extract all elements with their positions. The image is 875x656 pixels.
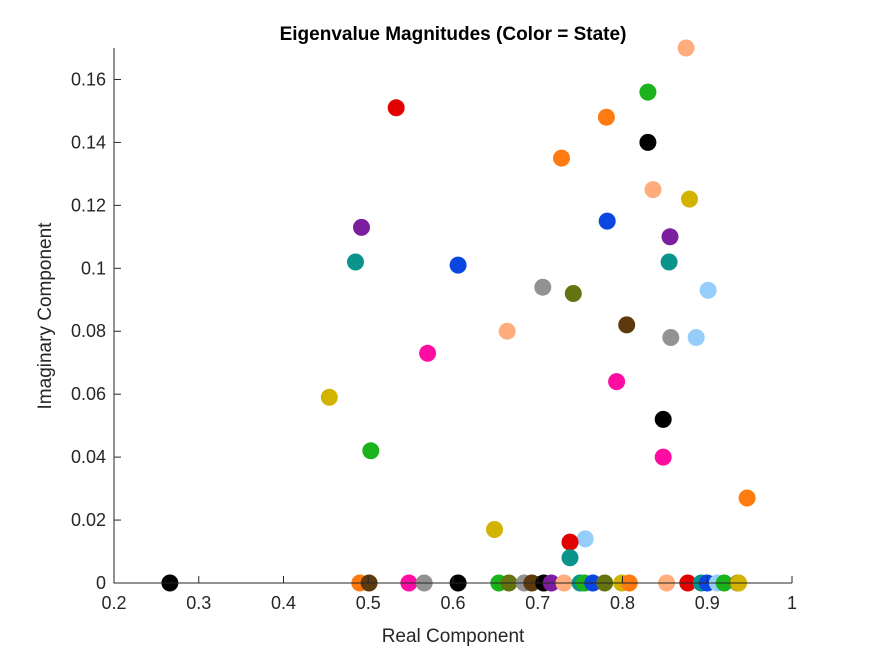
axis-frame: [113, 48, 792, 584]
data-point: [618, 316, 636, 334]
data-point: [597, 108, 615, 126]
y-tick-label: 0.12: [71, 195, 106, 215]
y-tick-label: 0.08: [71, 321, 106, 341]
chart-title: Eigenvalue Magnitudes (Color = State): [280, 24, 627, 45]
data-point: [561, 549, 579, 567]
y-axis-ticks: 0 0.02 0.04 0.06 0.08 0.1 0.12 0.14 0.16: [71, 69, 121, 593]
x-tick-label: 0.7: [525, 593, 550, 613]
data-point: [608, 373, 626, 391]
data-point: [561, 533, 579, 551]
x-tick-label: 0.3: [186, 593, 211, 613]
x-tick-label: 0.2: [101, 593, 126, 613]
data-point: [449, 256, 467, 274]
data-point: [486, 521, 503, 538]
x-axis-label: Real Component: [382, 626, 525, 647]
data-point: [534, 278, 552, 296]
data-point: [738, 489, 756, 507]
x-tick-label: 0.8: [610, 593, 635, 613]
data-point: [553, 149, 570, 167]
y-tick-label: 0.06: [71, 384, 106, 404]
data-point: [639, 83, 657, 101]
x-tick-label: 0.9: [695, 593, 720, 613]
y-tick-label: 0.16: [71, 69, 106, 89]
data-point: [699, 281, 717, 299]
data-point: [644, 181, 662, 199]
x-tick-label: 1: [787, 593, 797, 613]
x-axis-ticks: 0.2 0.3 0.4 0.5 0.6 0.7 0.8 0.9 1: [101, 576, 797, 613]
axes: [113, 48, 792, 584]
y-tick-label: 0.04: [71, 447, 106, 467]
data-point: [662, 329, 680, 346]
data-point: [681, 190, 698, 208]
data-point: [347, 253, 364, 271]
data-point: [353, 218, 370, 236]
x-tick-label: 0.6: [440, 593, 465, 613]
data-point: [660, 253, 678, 271]
data-point: [654, 448, 672, 466]
data-point: [498, 322, 516, 340]
data-point: [687, 329, 705, 346]
x-tick-label: 0.4: [271, 593, 296, 613]
y-tick-label: 0.14: [71, 132, 106, 152]
y-axis-label: Imaginary Component: [35, 222, 56, 410]
data-point: [661, 228, 679, 246]
data-point: [564, 285, 582, 302]
x-tick-label: 0.5: [356, 593, 381, 613]
y-tick-label: 0.02: [71, 510, 106, 530]
data-point: [576, 530, 594, 548]
data-point: [419, 344, 437, 362]
data-point: [654, 410, 672, 428]
y-tick-label: 0.1: [81, 258, 106, 278]
data-point: [639, 133, 657, 151]
data-point: [677, 39, 695, 57]
data-point: [598, 212, 616, 230]
data-point: [387, 99, 405, 117]
y-tick-label: 0: [96, 573, 106, 593]
data-points: [161, 39, 756, 592]
data-point: [320, 388, 338, 406]
data-point: [362, 442, 380, 460]
